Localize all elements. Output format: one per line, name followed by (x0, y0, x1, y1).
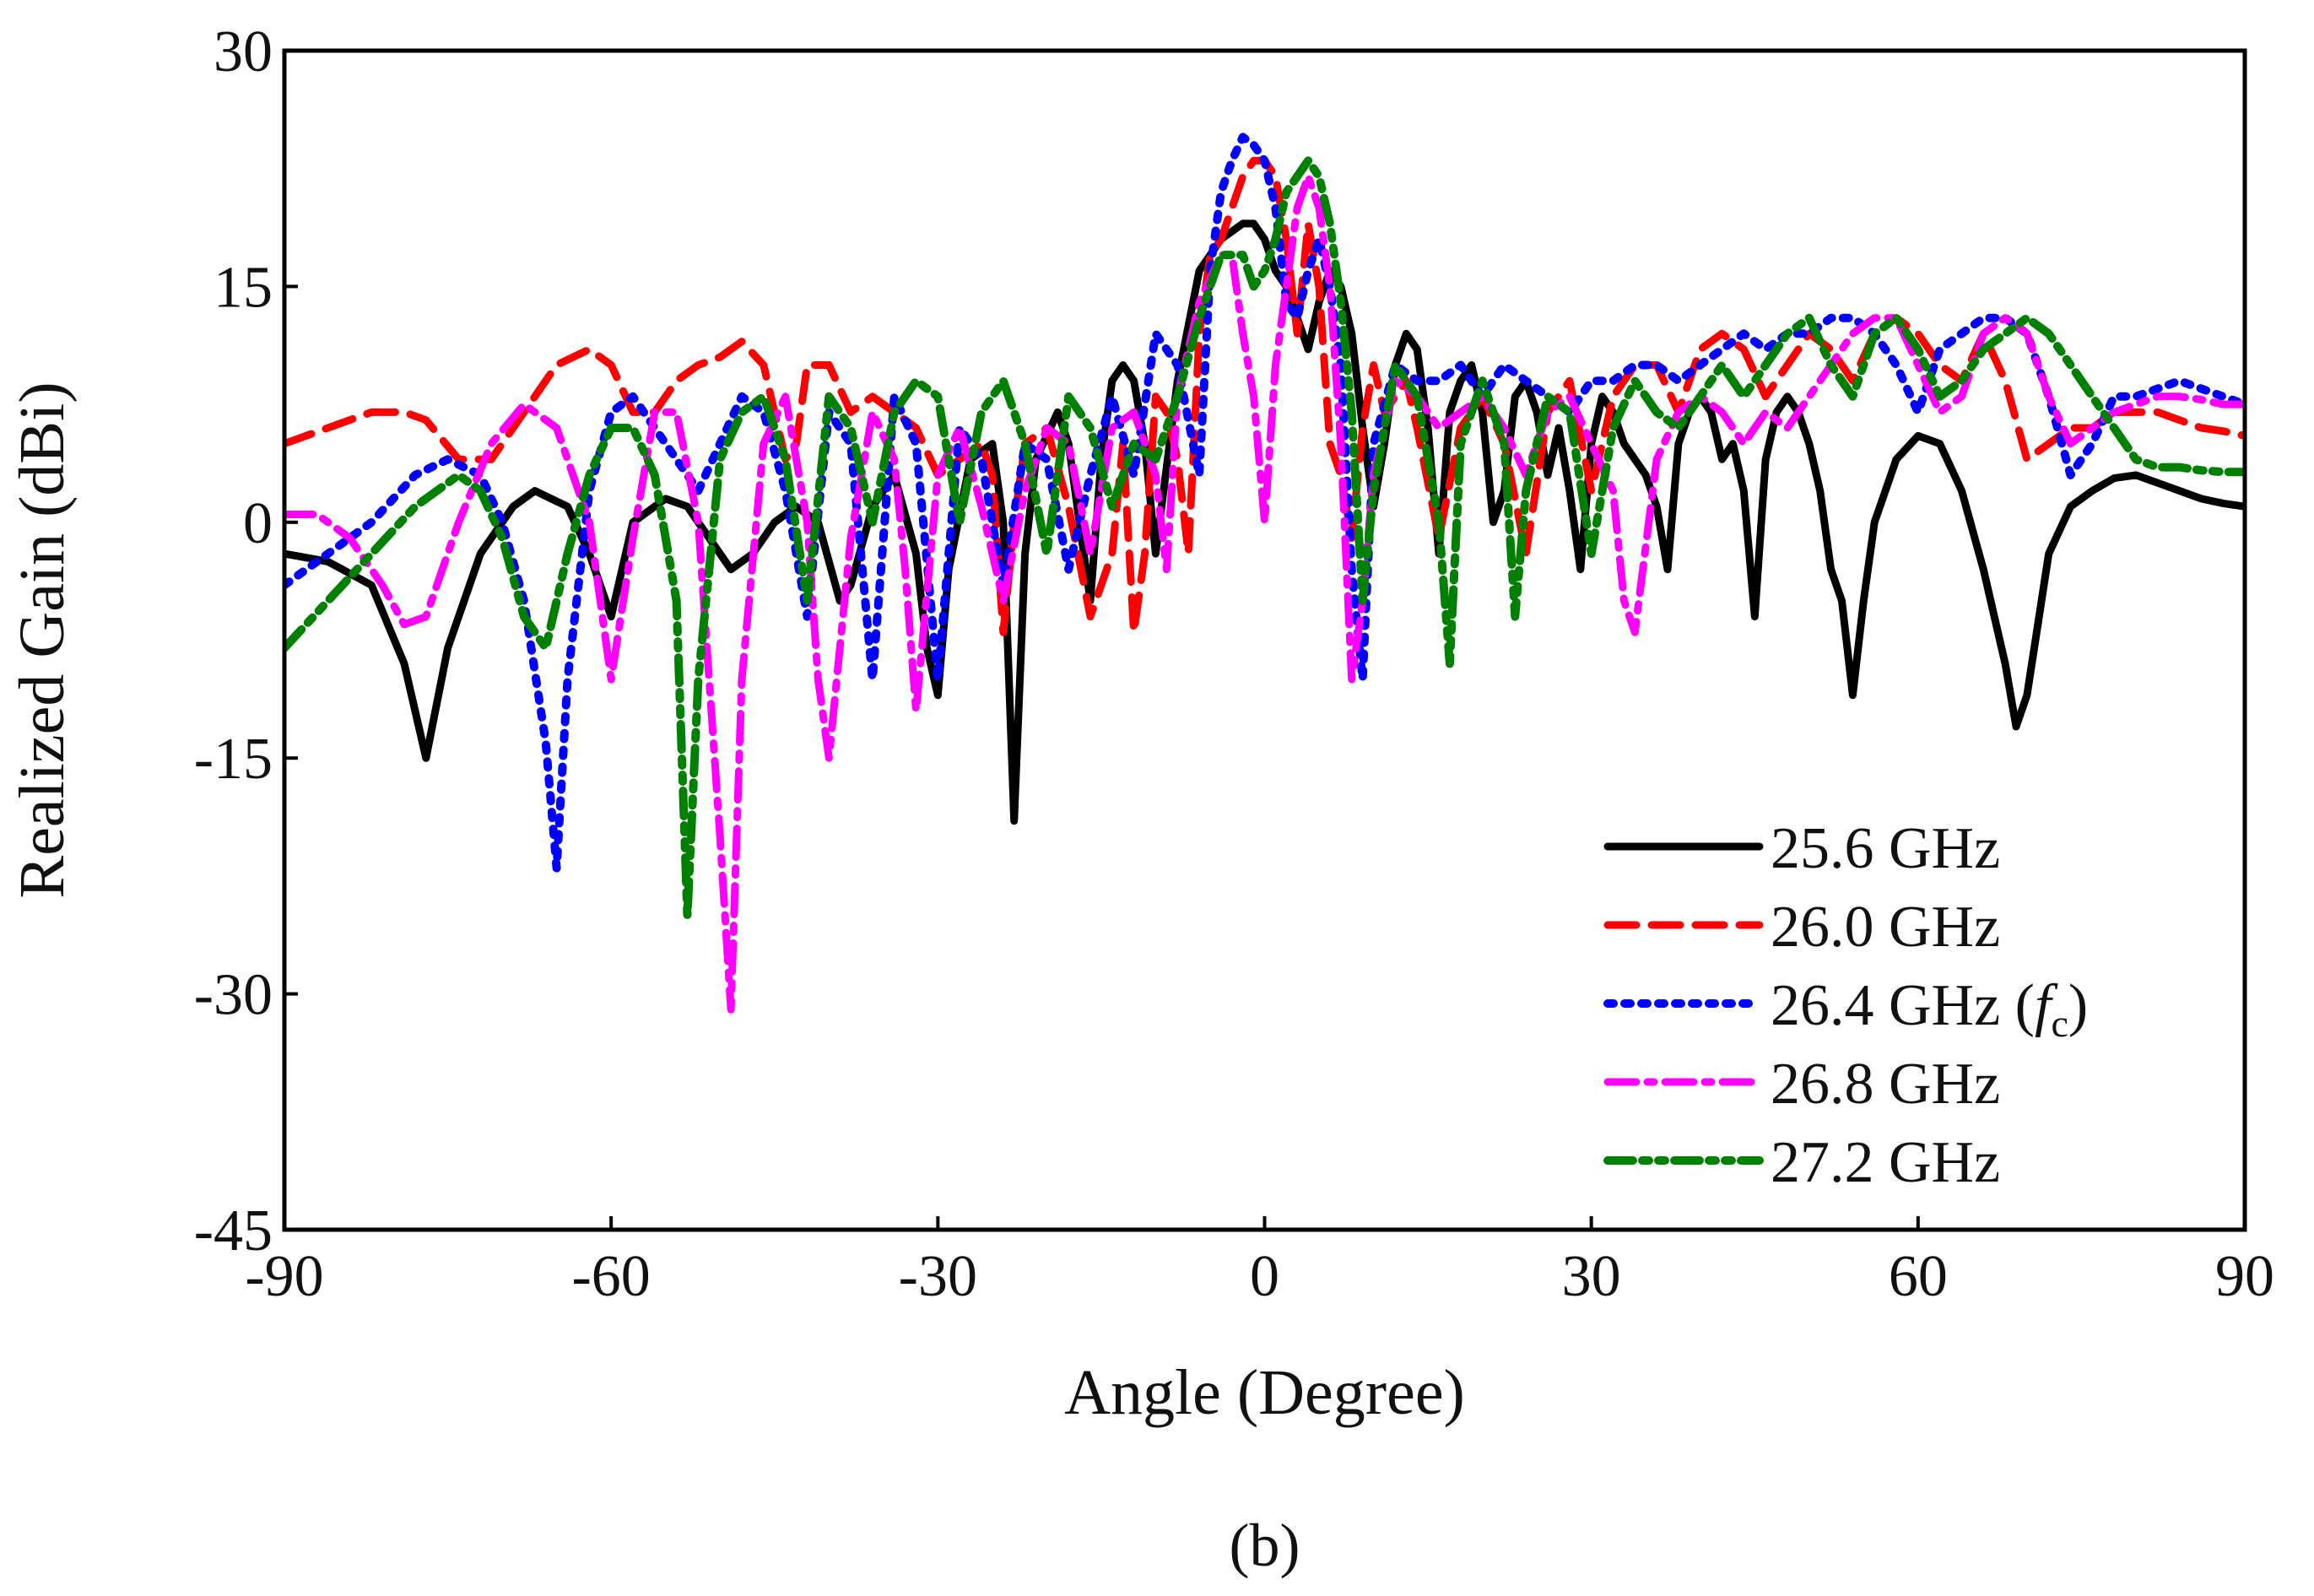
series-line-1 (284, 156, 2245, 636)
x-tick-label-6: 90 (2215, 1244, 2274, 1309)
series-layer (284, 133, 2245, 1014)
legend-label-2: 26.4 GHz (fc) (1771, 973, 2088, 1045)
y-tick-label-5: 30 (214, 19, 273, 84)
legend-label-3: 26.8 GHz (1771, 1052, 2000, 1117)
y-tick-label-2: -15 (194, 727, 273, 792)
legend: 25.6 GHz 26.0 GHz 26.4 GHz (fc) 26.8 GHz 27.… (1603, 816, 2088, 1195)
x-tick-label-1: -60 (572, 1244, 651, 1309)
legend-label-0: 25.6 GHz (1771, 816, 2000, 881)
series-line-3 (284, 172, 2245, 1014)
x-tick-label-3: 0 (1250, 1244, 1279, 1309)
legend-label-1: 26.0 GHz (1771, 895, 2000, 960)
y-tick-label-0: -45 (194, 1198, 273, 1263)
series-line-2 (284, 133, 2245, 873)
x-tick-label-5: 60 (1889, 1244, 1948, 1309)
x-axis-ticks: -90 -60 -30 0 30 60 90 (245, 1216, 2274, 1309)
y-tick-label-1: -30 (194, 963, 273, 1028)
y-tick-label-4: 15 (214, 255, 273, 320)
x-tick-label-0: -90 (245, 1244, 323, 1309)
x-tick-label-4: 30 (1562, 1244, 1621, 1309)
y-axis-title: Realized Gain (dBi) (7, 381, 78, 898)
legend-label-4: 27.2 GHz (1771, 1130, 2000, 1195)
x-axis-title: Angle (Degree) (1064, 1357, 1465, 1428)
y-tick-label-3: 0 (243, 491, 273, 556)
series-line-4 (284, 156, 2245, 920)
y-axis-ticks: -45 -30 -15 0 15 30 (194, 19, 298, 1263)
figure-caption: (b) (1230, 1512, 1300, 1579)
x-tick-label-2: -30 (899, 1244, 977, 1309)
